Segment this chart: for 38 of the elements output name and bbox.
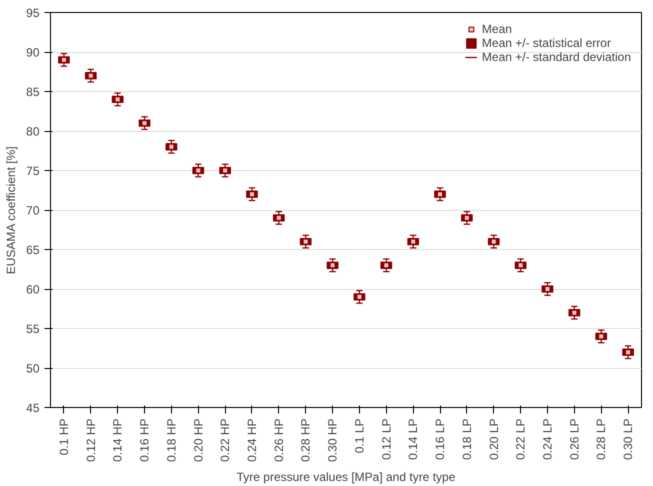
y-tick-label: 70 [26,204,40,218]
y-tick-label: 95 [26,6,40,20]
x-tick-label: 0.24 LP [540,418,554,460]
y-tick-label: 60 [26,282,40,296]
x-tick-label: 0.18 LP [460,418,474,460]
x-tick-label: 0.1 LP [352,418,366,454]
x-tick-label: 0.12 HP [84,418,98,462]
x-tick-label: 0.14 HP [110,418,125,462]
x-tick-label: 0.26 HP [272,418,286,462]
x-tick-label: 0.16 LP [433,418,448,460]
y-tick-label: 75 [26,164,40,178]
x-tick-label: 0.28 HP [298,418,313,462]
x-tick-label: 0.22 HP [218,418,232,462]
x-tick-label: 0.30 LP [621,418,636,460]
x-tick-label: 0.12 LP [379,418,394,460]
x-tick-label: 0.16 HP [138,418,152,462]
y-tick-label: 50 [26,362,40,376]
x-tick-label: 0.20 LP [486,418,501,460]
x-tick-label: 0.26 LP [567,418,582,460]
y-axis-title: EUSAMA coefficient [%] [4,146,18,274]
legend-label: Mean [482,22,512,36]
x-axis-title: Tyre pressure values [MPa] and tyre type [236,470,456,484]
y-tick-label: 80 [26,124,40,138]
x-tick-label: 0.14 LP [406,418,420,460]
y-tick-label: 45 [26,401,40,415]
x-tick-label: 0.22 LP [514,418,528,460]
x-tick-label: 0.30 HP [326,418,340,462]
annotation: Mean +/- standard deviation [482,50,631,64]
x-tick-label: 0.18 HP [164,418,178,462]
x-tick-label: 0.20 HP [191,418,206,462]
legend-label: Mean +/- statistical error [482,36,611,50]
y-tick-label: 90 [26,46,40,60]
y-tick-label: 55 [26,322,40,336]
x-tick-label: 0.28 LP [594,418,608,460]
y-tick-label: 65 [26,243,40,257]
y-tick-label: 85 [26,85,40,99]
x-tick-label: 0.1 HP [56,418,71,456]
x-tick-label: 0.24 HP [244,418,259,462]
